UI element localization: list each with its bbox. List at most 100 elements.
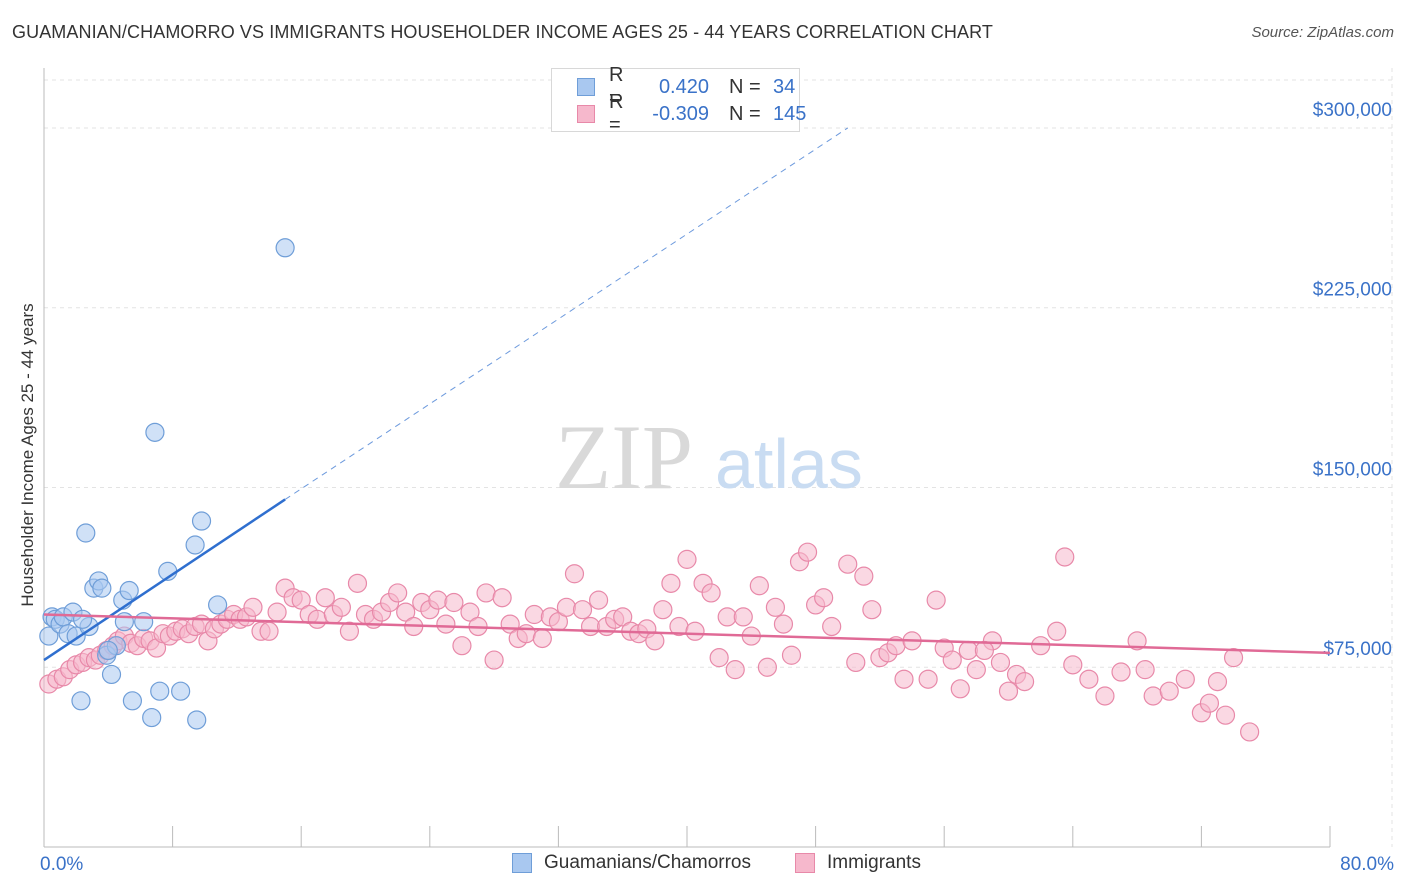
y-tick-label: $225,000 [1313, 280, 1392, 301]
immigrants-point [1111, 662, 1131, 682]
immigrants-point [958, 640, 978, 661]
guamanian-trend-line [43, 498, 286, 662]
n-value: 145 [773, 102, 807, 125]
n-label: N = [729, 75, 761, 98]
immigrants-point [259, 621, 279, 641]
n-value: 34 [773, 75, 796, 98]
immigrants-point [1159, 681, 1179, 701]
immigrants-point [814, 588, 834, 608]
legend-item-guamanian[interactable]: Guamanians/Chamorros [512, 852, 751, 874]
immigrants-point [854, 566, 874, 586]
immigrants-point [950, 679, 970, 699]
legend-item-immigrants[interactable]: Immigrants [795, 852, 921, 874]
immigrants-point [476, 583, 496, 603]
immigrants-point [613, 607, 633, 627]
immigrants-point [267, 602, 287, 622]
immigrants-point [918, 669, 938, 689]
guamanian-point [122, 691, 143, 711]
series-legend: Guamanians/Chamorros Immigrants [0, 852, 1406, 878]
guamanian-point [98, 640, 118, 661]
x-tick-label-min: 0.0% [40, 854, 83, 875]
immigrants-point [388, 583, 408, 603]
trend-lines [43, 127, 1331, 662]
immigrants-point [1240, 722, 1260, 742]
immigrants-point [677, 549, 697, 569]
immigrants-point [484, 650, 504, 670]
immigrants-point [725, 660, 745, 680]
immigrants-point [339, 621, 360, 641]
immigrants-point [347, 573, 368, 593]
immigrants-point [797, 542, 818, 562]
guamanian-point [134, 612, 154, 632]
chart-title: GUAMANIAN/CHAMORRO VS IMMIGRANTS HOUSEHO… [12, 22, 993, 42]
gridlines [44, 68, 1393, 847]
legend-row-guamanian: R = 0.420 N = 34 [552, 64, 796, 109]
legend-swatch-pink [577, 105, 595, 123]
immigrants-point [990, 652, 1011, 673]
immigrants-point [444, 592, 464, 613]
guamanian-point [145, 422, 165, 442]
immigrants-point [1014, 672, 1035, 692]
immigrants-point [966, 660, 986, 680]
guamanian-trend-extension [284, 127, 849, 500]
watermark-atlas: atlas [715, 425, 863, 503]
legend-row-immigrants: R = -0.309 N = 145 [552, 91, 807, 136]
guamanian-point [275, 238, 295, 258]
immigrants-point [580, 616, 601, 637]
guamanian-point [185, 535, 205, 555]
guamanian-point [114, 612, 134, 632]
immigrants-point [588, 590, 609, 610]
immigrants-point [765, 597, 786, 617]
immigrants-point [773, 614, 794, 634]
immigrants-point [709, 648, 729, 668]
immigrants-point [1127, 631, 1147, 651]
immigrants-point [749, 576, 769, 596]
immigrants-point [701, 583, 721, 603]
immigrants-point [1199, 693, 1220, 713]
x-tick-label-max: 80.0% [1340, 854, 1394, 875]
r-value: -0.309 [652, 102, 709, 125]
x-tick-labels: 0.0% 80.0% [40, 854, 1394, 875]
immigrants-point [1207, 672, 1228, 692]
guamanian-point [39, 626, 59, 646]
guamanian-point [71, 691, 91, 711]
correlation-legend: R = 0.420 N = 34 R = -0.309 N = 145 [551, 64, 806, 136]
immigrants-point [516, 624, 536, 644]
axes [43, 68, 1331, 848]
r-label: R = [609, 91, 624, 136]
source-label: Source: ZipAtlas.com [1251, 24, 1394, 41]
legend-swatch-pink [795, 853, 815, 873]
immigrants-point [1055, 547, 1075, 567]
immigrants-point [556, 597, 577, 617]
immigrants-point [1215, 705, 1236, 725]
immigrants-point [492, 588, 512, 608]
immigrants-point [862, 600, 882, 620]
immigrants-point [315, 588, 335, 608]
guamanian-point [191, 511, 212, 531]
immigrants-point [307, 609, 327, 629]
immigrants-point [1063, 655, 1083, 675]
immigrants-point [653, 600, 673, 620]
immigrants-point [331, 597, 351, 617]
immigrants-point [564, 564, 585, 584]
immigrants-point [998, 681, 1019, 701]
guamanian-point [171, 681, 191, 701]
immigrants-point [894, 669, 914, 689]
y-tick-label: $75,000 [1323, 639, 1392, 660]
r-label: R = [609, 64, 624, 109]
y-axis-label: Householder Income Ages 25 - 44 years [18, 303, 37, 606]
immigrants-point [733, 607, 753, 627]
immigrants-point [661, 573, 681, 593]
legend-swatch-blue [577, 78, 595, 96]
immigrants-points [39, 542, 1260, 742]
guamanian-point [150, 681, 170, 701]
immigrants-point [1047, 621, 1067, 641]
legend-swatch-blue [512, 853, 532, 873]
y-tick-labels: $75,000 $150,000 $225,000 $300,000 [1313, 100, 1392, 660]
immigrants-point [645, 631, 665, 651]
guamanian-points [39, 238, 295, 730]
watermark: ZIP atlas [555, 406, 863, 508]
legend-label: Immigrants [827, 852, 921, 873]
immigrants-point [436, 614, 456, 634]
